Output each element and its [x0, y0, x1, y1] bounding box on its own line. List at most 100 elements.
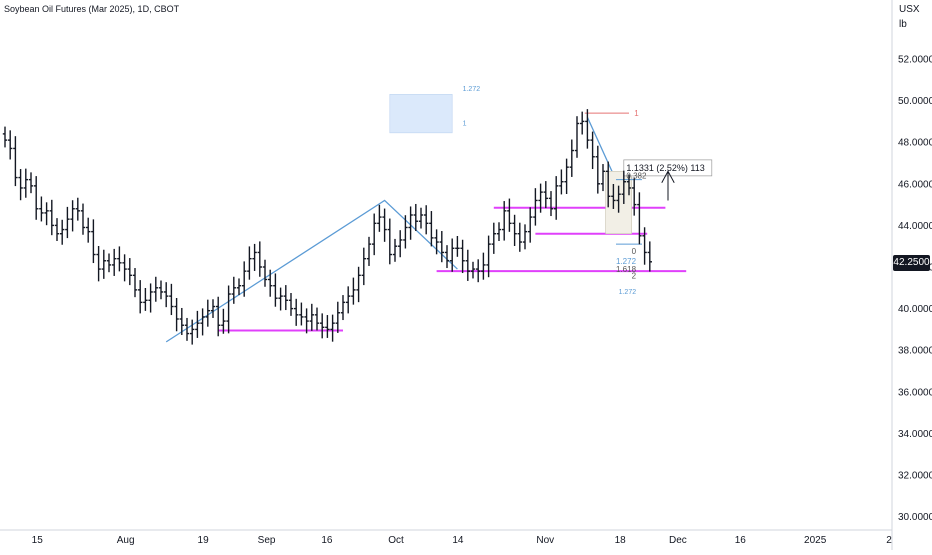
ohlc-bar: [304, 308, 309, 334]
ohlc-bar: [247, 246, 252, 280]
ohlc-bar: [585, 109, 590, 149]
ohlc-bar: [262, 259, 268, 287]
ohlc-bar: [231, 276, 236, 304]
x-tick-label: Sep: [258, 535, 276, 546]
y-tick-label: 48.0000: [898, 138, 932, 149]
ohlc-bar: [637, 192, 642, 245]
x-tick-label: 16: [735, 535, 747, 546]
ohlc-bar: [184, 317, 190, 341]
ohlc-bar: [174, 297, 179, 332]
fib-0382-label: 0.382: [626, 172, 647, 181]
x-tick-label: 16: [321, 535, 333, 546]
ohlc-bar: [460, 239, 465, 274]
ohlc-bar: [330, 314, 335, 342]
ohlc-bar: [595, 145, 600, 194]
fib-1618-label: 1.618: [616, 265, 637, 274]
ohlc-bar: [642, 227, 647, 265]
ohlc-bar: [309, 303, 314, 331]
ohlc-bar: [450, 238, 455, 272]
ohlc-bar: [512, 214, 517, 246]
ohlc-bar: [226, 285, 231, 334]
ohlc-bar: [96, 245, 101, 282]
ohlc-bar: [288, 293, 294, 316]
ohlc-bar: [283, 285, 288, 311]
x-tick-label: 15: [32, 535, 44, 546]
ohlc-bar: [39, 196, 44, 222]
fib-2-label: 2: [632, 271, 637, 280]
ohlc-bar: [626, 174, 632, 196]
x-tick-label: 19: [198, 535, 210, 546]
ohlc-bar: [236, 278, 242, 296]
ohlc-bar: [611, 184, 616, 209]
ohlc-bar: [106, 253, 112, 273]
ohlc-bar: [403, 215, 408, 249]
ohlc-bar: [80, 203, 86, 235]
ohlc-bar: [60, 219, 65, 245]
ohlc-bar: [34, 176, 39, 220]
ohlc-bar: [54, 218, 60, 241]
ohlc-bar: [434, 229, 439, 255]
ohlc-bar: [205, 299, 210, 327]
ohlc-bar: [481, 252, 486, 280]
ohlc-bar: [465, 249, 470, 281]
ohlc-bar: [28, 172, 34, 194]
ohlc-bar: [647, 241, 652, 272]
ohlc-bar: [86, 217, 91, 243]
ohlc-bar: [23, 168, 28, 198]
ohlc-bar: [242, 261, 247, 297]
ohlc-bar: [533, 188, 538, 226]
ohlc-bar: [143, 288, 148, 311]
ohlc-bar: [49, 199, 54, 236]
ohlc-bar: [158, 280, 164, 300]
ohlc-bar: [559, 169, 564, 195]
ohlc-bar: [476, 259, 481, 283]
ohlc-bar: [340, 295, 346, 321]
ohlc-bar: [564, 158, 569, 194]
ohlc-bar: [268, 269, 273, 297]
ohlc-bar: [44, 202, 49, 226]
y-tick-label: 38.0000: [898, 346, 932, 357]
ohlc-bar: [548, 191, 554, 217]
currency-label: USX: [899, 4, 920, 15]
ohlc-bar: [580, 111, 585, 135]
ohlc-bar: [320, 313, 325, 339]
y-tick-label: 46.0000: [898, 179, 932, 190]
ohlc-bar: [424, 205, 429, 235]
x-tick-label: 14: [452, 535, 464, 546]
ohlc-bar: [418, 207, 424, 229]
ohlc-bar: [372, 213, 377, 256]
ohlc-bar: [366, 236, 372, 266]
ohlc-bar: [127, 258, 132, 286]
ohlc-bar: [190, 319, 195, 345]
x-tick-label: Oct: [388, 535, 404, 546]
y-tick-label: 50.0000: [898, 96, 932, 107]
ohlc-bar: [413, 203, 418, 232]
ohlc-bar: [408, 206, 413, 240]
ohlc-bar: [179, 307, 184, 336]
ohlc-bar: [278, 287, 283, 311]
measure-callout-text: 1.1331 (2.52%) 113: [626, 163, 704, 173]
ohlc-bar: [153, 276, 158, 302]
last-price-tag: 42.2500: [893, 255, 930, 271]
ohlc-bar: [569, 139, 574, 177]
ohlc-bar: [616, 185, 621, 213]
ohlc-bar: [273, 273, 278, 307]
ohlc-bar: [8, 130, 13, 160]
ohlc-bar: [382, 208, 387, 242]
ohlc-bar: [335, 301, 340, 333]
ohlc-bar: [112, 248, 117, 276]
ohlc-bar: [299, 302, 304, 326]
ohlc-bar: [325, 315, 330, 338]
ohlc-bar: [606, 161, 611, 208]
ohlc-bar: [574, 116, 580, 158]
ohlc-bar: [600, 164, 606, 192]
y-tick-label: 40.0000: [898, 304, 932, 315]
ohlc-bar: [444, 245, 450, 269]
ohlc-bar: [387, 218, 392, 265]
ohlc-bar: [528, 207, 533, 243]
x-tick-label: Dec: [669, 535, 687, 546]
ohlc-bar: [351, 277, 356, 305]
ohlc-bar: [18, 169, 23, 201]
